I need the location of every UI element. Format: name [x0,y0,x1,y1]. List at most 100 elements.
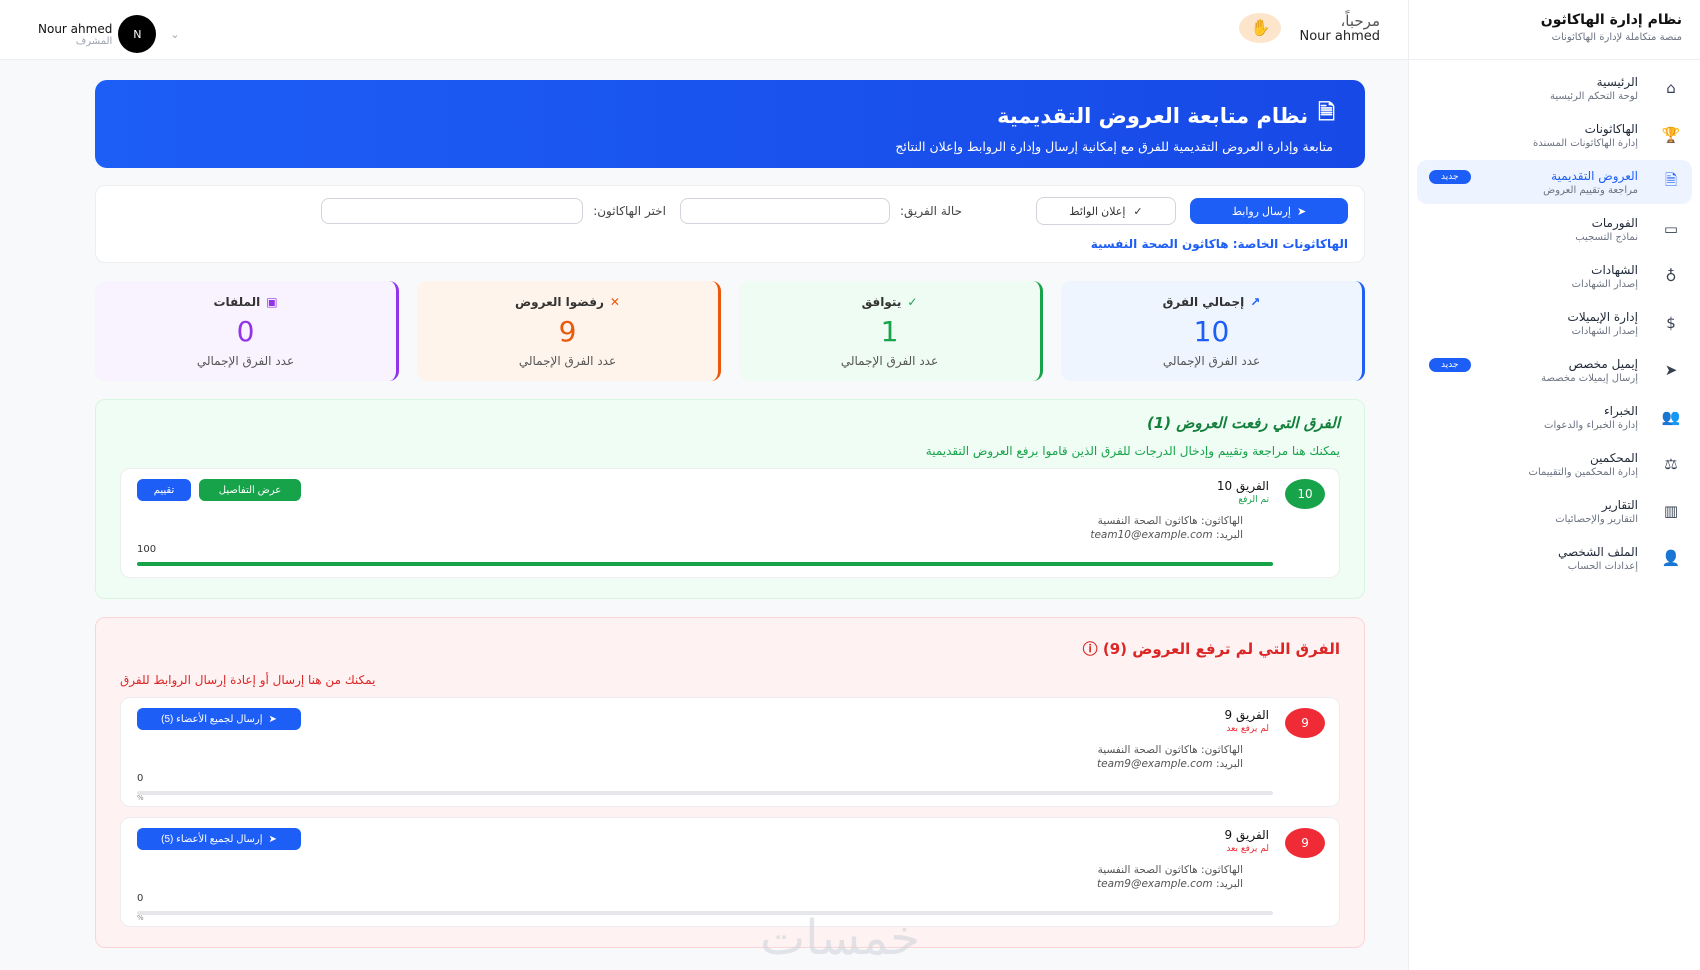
team-score: 0 [137,893,144,904]
sidebar-item-calendar[interactable]: ▭ الفورمات نماذج التسجيب [1417,207,1692,251]
stat-label: إجمالي الفرق [1162,295,1245,309]
sidebar-item-label: الشهادات [1591,262,1638,277]
filter-bar: ➤ إرسال روابط ✓ إعلان الوائط حالة الفريق: … [95,185,1365,263]
app-title: نظام إدارة الهاكاثون [1540,12,1682,28]
sidebar-item-desc: إدارة المحكمين والتقييمات [1528,466,1638,478]
hackathon-label: اختر الهاكاثون: [593,204,666,218]
sidebar-item-award[interactable]: ♁ الشهادات إصدار الشهادات [1417,254,1692,298]
uploaded-section: الفرق التي رفعت العروض (1) يمكنك هنا مرا… [95,399,1365,599]
team-status-label: حالة الفريق: [899,204,962,218]
app-subtitle: منصة متكاملة لإدارة الهاكاثونات [1551,32,1682,43]
dollar-box-icon: $ [1666,314,1676,332]
team-card: 9 الفريق 9 لم يرفع بعد الهاكاثون: هاكاثون… [120,817,1340,927]
team-name: الفريق 9 [1224,828,1269,842]
team-status: تم الرفع [1238,495,1269,505]
award-icon: ♁ [1665,267,1677,285]
send-all-members-button[interactable]: ➤ إرسال لجميع الأعضاء (5) [137,828,301,850]
stat-sub: عدد الفرق الإجمالي [1162,354,1261,368]
send-all-members-button[interactable]: ➤ إرسال لجميع الأعضاء (5) [137,708,301,730]
trending-up-icon: ↗ [1250,295,1261,309]
send-icon: ➤ [1664,361,1678,379]
sidebar-item-desc: التقارير والإحصائيات [1555,513,1638,525]
send-icon: ➤ [268,833,277,845]
progress-fill [137,562,1273,566]
progress-bar [137,791,1273,795]
bar-chart-icon: ▥ [1663,502,1679,520]
sidebar-item-users[interactable]: 👥 الخبراء إدارة الخبراء والدعوات [1417,395,1692,439]
pending-title: الفرق التي لم ترفع العروض (9) [1102,640,1340,658]
user-name: Nour ahmed [38,21,113,36]
page-subtitle: متابعة وإدارة العروض التقديمية للفرق مع … [895,139,1333,154]
pending-desc: يمكنك من هنا إرسال أو إعادة إرسال الرواب… [120,673,376,687]
sidebar-item-desc: إصدار الشهادات [1571,278,1638,290]
sidebar-item-scale[interactable]: ⚖ المحكمين إدارة المحكمين والتقييمات [1417,442,1692,486]
avatar[interactable]: N [118,15,157,53]
rate-button[interactable]: تقييم [137,479,191,501]
document-icon: 🗎 [1664,170,1678,189]
team-email: team9@example.com [1097,878,1213,890]
users-icon: 👥 [1661,408,1681,426]
user-role: المشرف [75,35,113,47]
x-icon: ✕ [609,295,620,309]
sidebar-item-label: الهاكاثونات [1584,121,1638,136]
team-email: team9@example.com [1097,758,1213,770]
watermark: خمسات [760,910,921,966]
uploaded-desc: يمكنك هنا مراجعة وتقييم وإدخال الدرجات ل… [925,444,1340,458]
file-x-icon: ▣ [266,295,278,309]
sidebar-item-trophy[interactable]: 🏆 الهاكاثونات إدارة الهاكاثونات المسندة [1417,113,1692,157]
greeting: مرحباً، Nour ahmed ✋ [1239,12,1380,43]
sidebar-item-home[interactable]: ⌂ الرئيسية لوحة التحكم الرئيسية [1417,66,1692,110]
user-menu[interactable]: Nour ahmed المشرف N ⌄ [38,15,180,53]
team-status: لم يرفع بعد [1226,844,1269,854]
view-details-button[interactable]: عرض التفاصيل [199,479,301,501]
sidebar-item-label: الخبراء [1604,403,1638,418]
sidebar-item-send[interactable]: ➤ إيميل مخصص إرسال إيميلات مخصصة جديد [1417,348,1692,392]
sidebar-item-label: إدارة الإيميلات [1567,309,1638,324]
sidebar-item-dollar-box[interactable]: $ إدارة الإيميلات إصدار الشهادات [1417,301,1692,345]
chevron-down-icon[interactable]: ⌄ [170,27,180,41]
hackathon-select[interactable] [321,198,584,224]
uploaded-title: الفرق التي رفعت العروض (1) [1146,414,1340,432]
send-all-label: إرسال لجميع الأعضاء (5) [161,833,263,845]
team-score: 100 [137,544,157,555]
team-hackathon: الهاكاثون: هاكاثون الصحة النفسية [1097,515,1243,527]
sidebar-item-desc: نماذج التسجيب [1575,231,1638,243]
sidebar-item-desc: إصدار الشهادات [1571,325,1638,337]
sidebar-item-label: الفورمات [1591,215,1638,230]
stat-sub: عدد الفرق الإجمالي [840,354,939,368]
stat-value: 1 [880,315,899,348]
trophy-icon: 🏆 [1661,126,1681,144]
announce-button[interactable]: ✓ إعلان الوائط [1036,197,1176,225]
stat-value: 9 [558,315,577,348]
percent-label: % [137,914,144,922]
calendar-icon: ▭ [1663,220,1679,238]
home-icon: ⌂ [1666,79,1676,97]
send-links-button[interactable]: ➤ إرسال روابط [1190,198,1348,224]
user-icon: 👤 [1661,549,1681,567]
sidebar-item-user[interactable]: 👤 الملف الشخصي إعدادات الحساب [1417,536,1692,580]
send-icon: ➤ [1296,205,1307,218]
alert-circle-icon: ⓘ [1082,640,1098,658]
stat-value: 10 [1193,315,1230,348]
sidebar-item-label: المحكمين [1590,450,1638,465]
sidebar-item-label: الملف الشخصي [1558,544,1638,559]
page-banner: 🗎 نظام متابعة العروض التقديمية متابعة وإد… [95,80,1365,168]
percent-label: % [137,794,144,802]
sidebar-item-desc: إعدادات الحساب [1567,560,1638,572]
progress-bar [137,562,1273,566]
team-hackathon: الهاكاثون: هاكاثون الصحة النفسية [1097,744,1243,756]
sidebar-item-document[interactable]: 🗎 العروض التقديمية مراجعة وتقييم العروض ج… [1417,160,1692,204]
check-circle-icon: ✓ [907,295,918,309]
send-all-label: إرسال لجميع الأعضاء (5) [161,713,263,725]
team-status-select[interactable] [679,198,890,224]
team-card: 10 الفريق 10 تم الرفع الهاكاثون: هاكاثون … [120,468,1340,578]
sidebar-item-desc: لوحة التحكم الرئيسية [1549,90,1638,102]
team-email: team10@example.com [1090,529,1213,541]
pending-section: الفرق التي لم ترفع العروض (9) ⓘ يمكنك من… [95,617,1365,948]
stat-card: ▣ الملفات 0 عدد الفرق الإجمالي [95,281,399,381]
team-hackathon: الهاكاثون: هاكاثون الصحة النفسية [1097,864,1243,876]
sidebar-item-bar-chart[interactable]: ▥ التقارير التقارير والإحصائيات [1417,489,1692,533]
team-status: لم يرفع بعد [1226,724,1269,734]
send-icon: ➤ [268,713,277,725]
team-name: الفريق 9 [1224,708,1269,722]
